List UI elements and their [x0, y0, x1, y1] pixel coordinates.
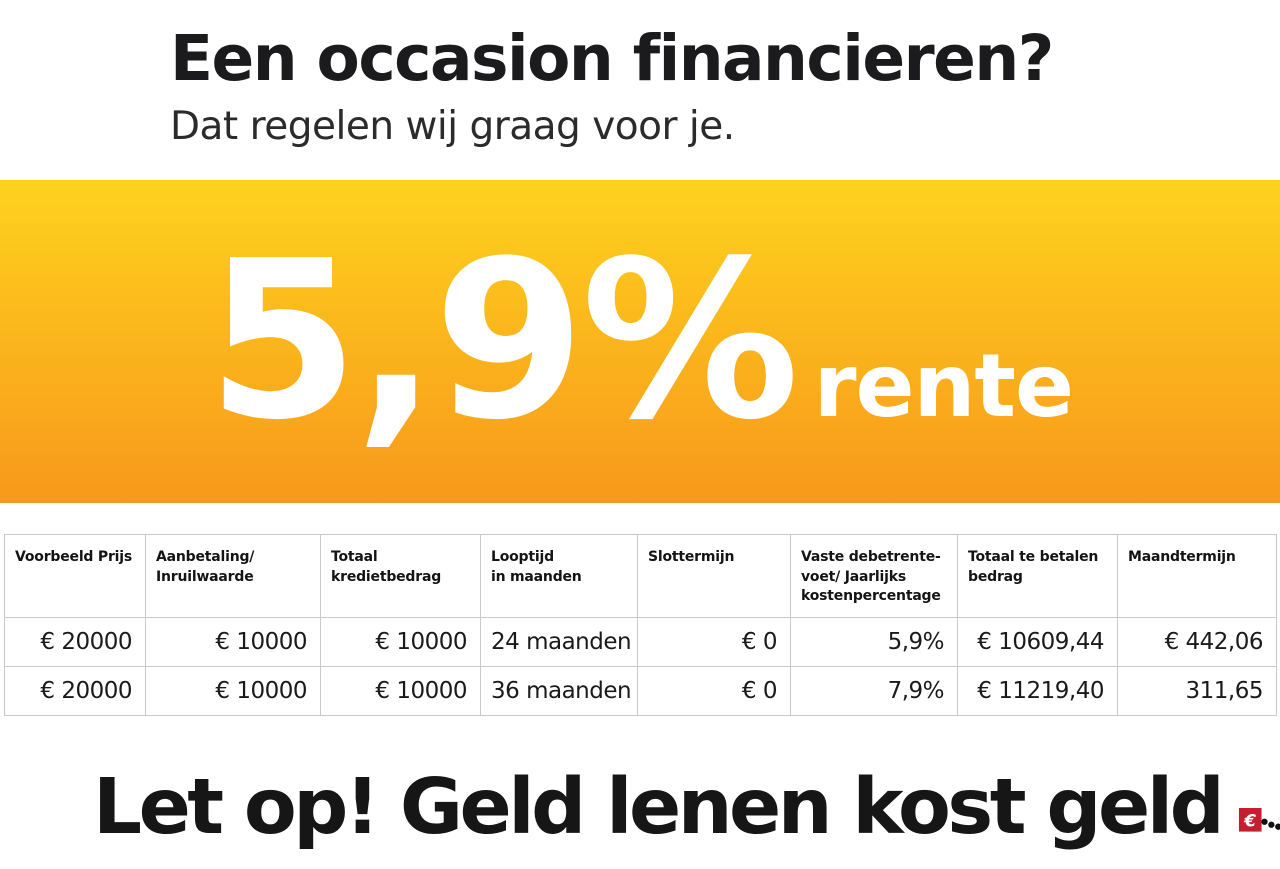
- header-maandtermijn: Maandtermijn: [1117, 534, 1277, 618]
- header-voorbeeld-prijs: Voorbeeld Prijs: [4, 534, 146, 618]
- cell-slottermijn: € 0: [637, 616, 791, 667]
- euro-symbol: €: [1244, 810, 1257, 830]
- cell-kredietbedrag: € 10000: [320, 616, 481, 667]
- header-totaal-kredietbedrag: Totaal kredietbedrag: [320, 534, 481, 618]
- cell-maandtermijn: 311,65: [1117, 665, 1277, 716]
- cell-rente: 5,9%: [790, 616, 958, 667]
- interest-rate-value: 5,9%: [206, 214, 800, 468]
- geld-lenen-kost-geld-icon: €: [1239, 807, 1280, 832]
- header-aanbetaling-inruilwaarde: Aanbetaling/Inruilwaarde: [145, 534, 321, 618]
- page-title: Een occasion financieren?: [170, 22, 1054, 95]
- cell-totaal-betalen: € 10609,44: [957, 616, 1118, 667]
- header-totaal-te-betalen: Totaal te betalen bedrag: [957, 534, 1118, 618]
- chain-icon: [1261, 818, 1280, 830]
- cell-totaal-betalen: € 11219,40: [957, 665, 1118, 716]
- cell-kredietbedrag: € 10000: [320, 665, 481, 716]
- cell-voorbeeld-prijs: € 20000: [4, 616, 146, 667]
- table-row: € 20000 € 10000 € 10000 24 maanden € 0 5…: [4, 616, 1277, 667]
- cell-slottermijn: € 0: [637, 665, 791, 716]
- cell-maandtermijn: € 442,06: [1117, 616, 1277, 667]
- cell-aanbetaling: € 10000: [145, 665, 321, 716]
- rate-banner: 5,9% rente: [0, 180, 1280, 504]
- cell-voorbeeld-prijs: € 20000: [4, 665, 146, 716]
- euro-ball-icon: €: [1239, 807, 1262, 832]
- hero-section: Een occasion financieren? Dat regelen wi…: [0, 0, 1280, 149]
- credit-warning-text: Let op! Geld lenen kost geld: [93, 763, 1225, 853]
- rate-row: 5,9% rente: [206, 214, 1074, 468]
- cell-looptijd: 36 maanden: [480, 665, 638, 716]
- finance-example-table: Voorbeeld Prijs Aanbetaling/Inruilwaarde…: [4, 534, 1277, 716]
- page-subtitle: Dat regelen wij graag voor je.: [170, 104, 735, 150]
- interest-rate-label: rente: [813, 334, 1074, 437]
- header-debetrentevoet: Vaste debetrente-voet/ Jaarlijks kostenpe…: [790, 534, 958, 618]
- credit-warning: Let op! Geld lenen kost geld €: [0, 749, 1280, 867]
- cell-aanbetaling: € 10000: [145, 616, 321, 667]
- header-looptijd: Looptijd in maanden: [480, 534, 638, 618]
- cell-rente: 7,9%: [790, 665, 958, 716]
- table-header-row: Voorbeeld Prijs Aanbetaling/Inruilwaarde…: [4, 534, 1277, 618]
- cell-looptijd: 24 maanden: [480, 616, 638, 667]
- header-slottermijn: Slottermijn: [637, 534, 791, 618]
- table-row: € 20000 € 10000 € 10000 36 maanden € 0 7…: [4, 665, 1277, 716]
